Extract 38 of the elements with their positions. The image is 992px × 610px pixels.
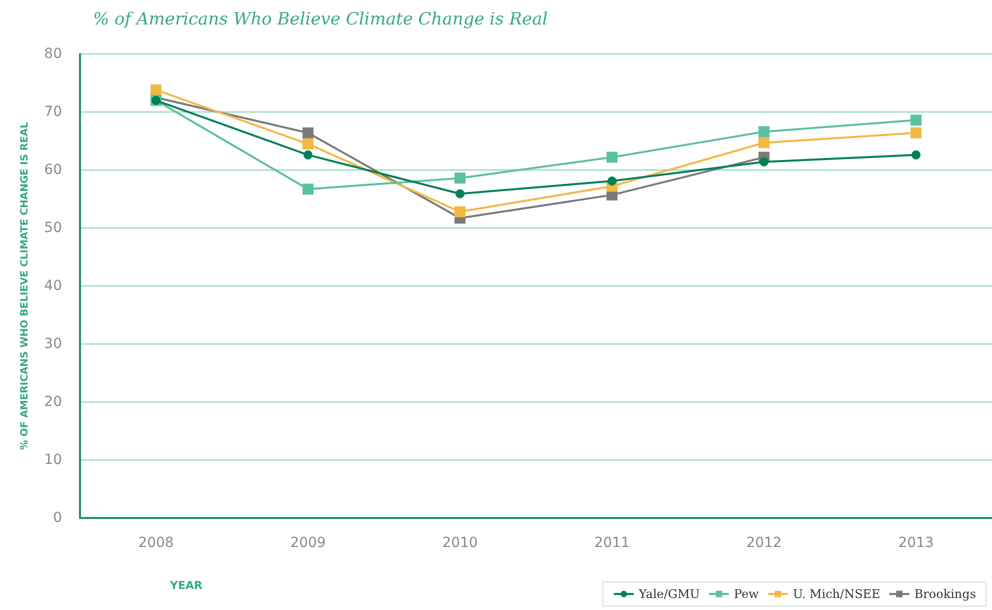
point [606,152,618,163]
legend-label: Pew [734,587,760,601]
legend-label: U. Mich/NSEE [792,587,880,601]
x-axis-title: YEAR [169,579,203,592]
point [302,138,314,150]
y-tick-label: 60 [44,162,62,178]
x-tick-label: 2013 [898,535,934,551]
y-tick-label: 80 [44,46,62,62]
point [302,184,314,195]
point [454,172,466,184]
y-tick-label: 30 [44,336,62,352]
y-tick-label: 20 [44,394,62,410]
point [760,157,768,166]
point [758,137,770,148]
x-tick-label: 2009 [290,535,326,551]
point [758,126,770,138]
point [304,150,312,160]
legend-label: Yale/GMU [638,587,700,601]
point [910,127,922,138]
chart-title: % of Americans Who Believe Climate Change is Real [93,10,548,30]
point [912,150,920,160]
point [910,114,922,126]
y-tick-label: 40 [44,278,62,294]
y-tick-label: 50 [44,220,62,236]
y-axis-title: % OF AMERICANS WHO BELIEVE CLIMATE CHANGE IS REAL [20,121,30,450]
point [454,206,466,218]
legend-label: Brookings [914,587,976,601]
x-tick-label: 2008 [138,535,174,551]
y-tick-label: 0 [53,510,62,526]
point [456,189,464,198]
x-tick-label: 2011 [594,535,630,551]
x-tick-label: 2010 [442,535,478,551]
point [608,176,616,186]
y-tick-label: 10 [44,452,62,468]
x-tick-label: 2012 [746,535,782,551]
y-tick-label: 70 [44,104,62,120]
point [150,84,162,96]
point [302,127,314,138]
